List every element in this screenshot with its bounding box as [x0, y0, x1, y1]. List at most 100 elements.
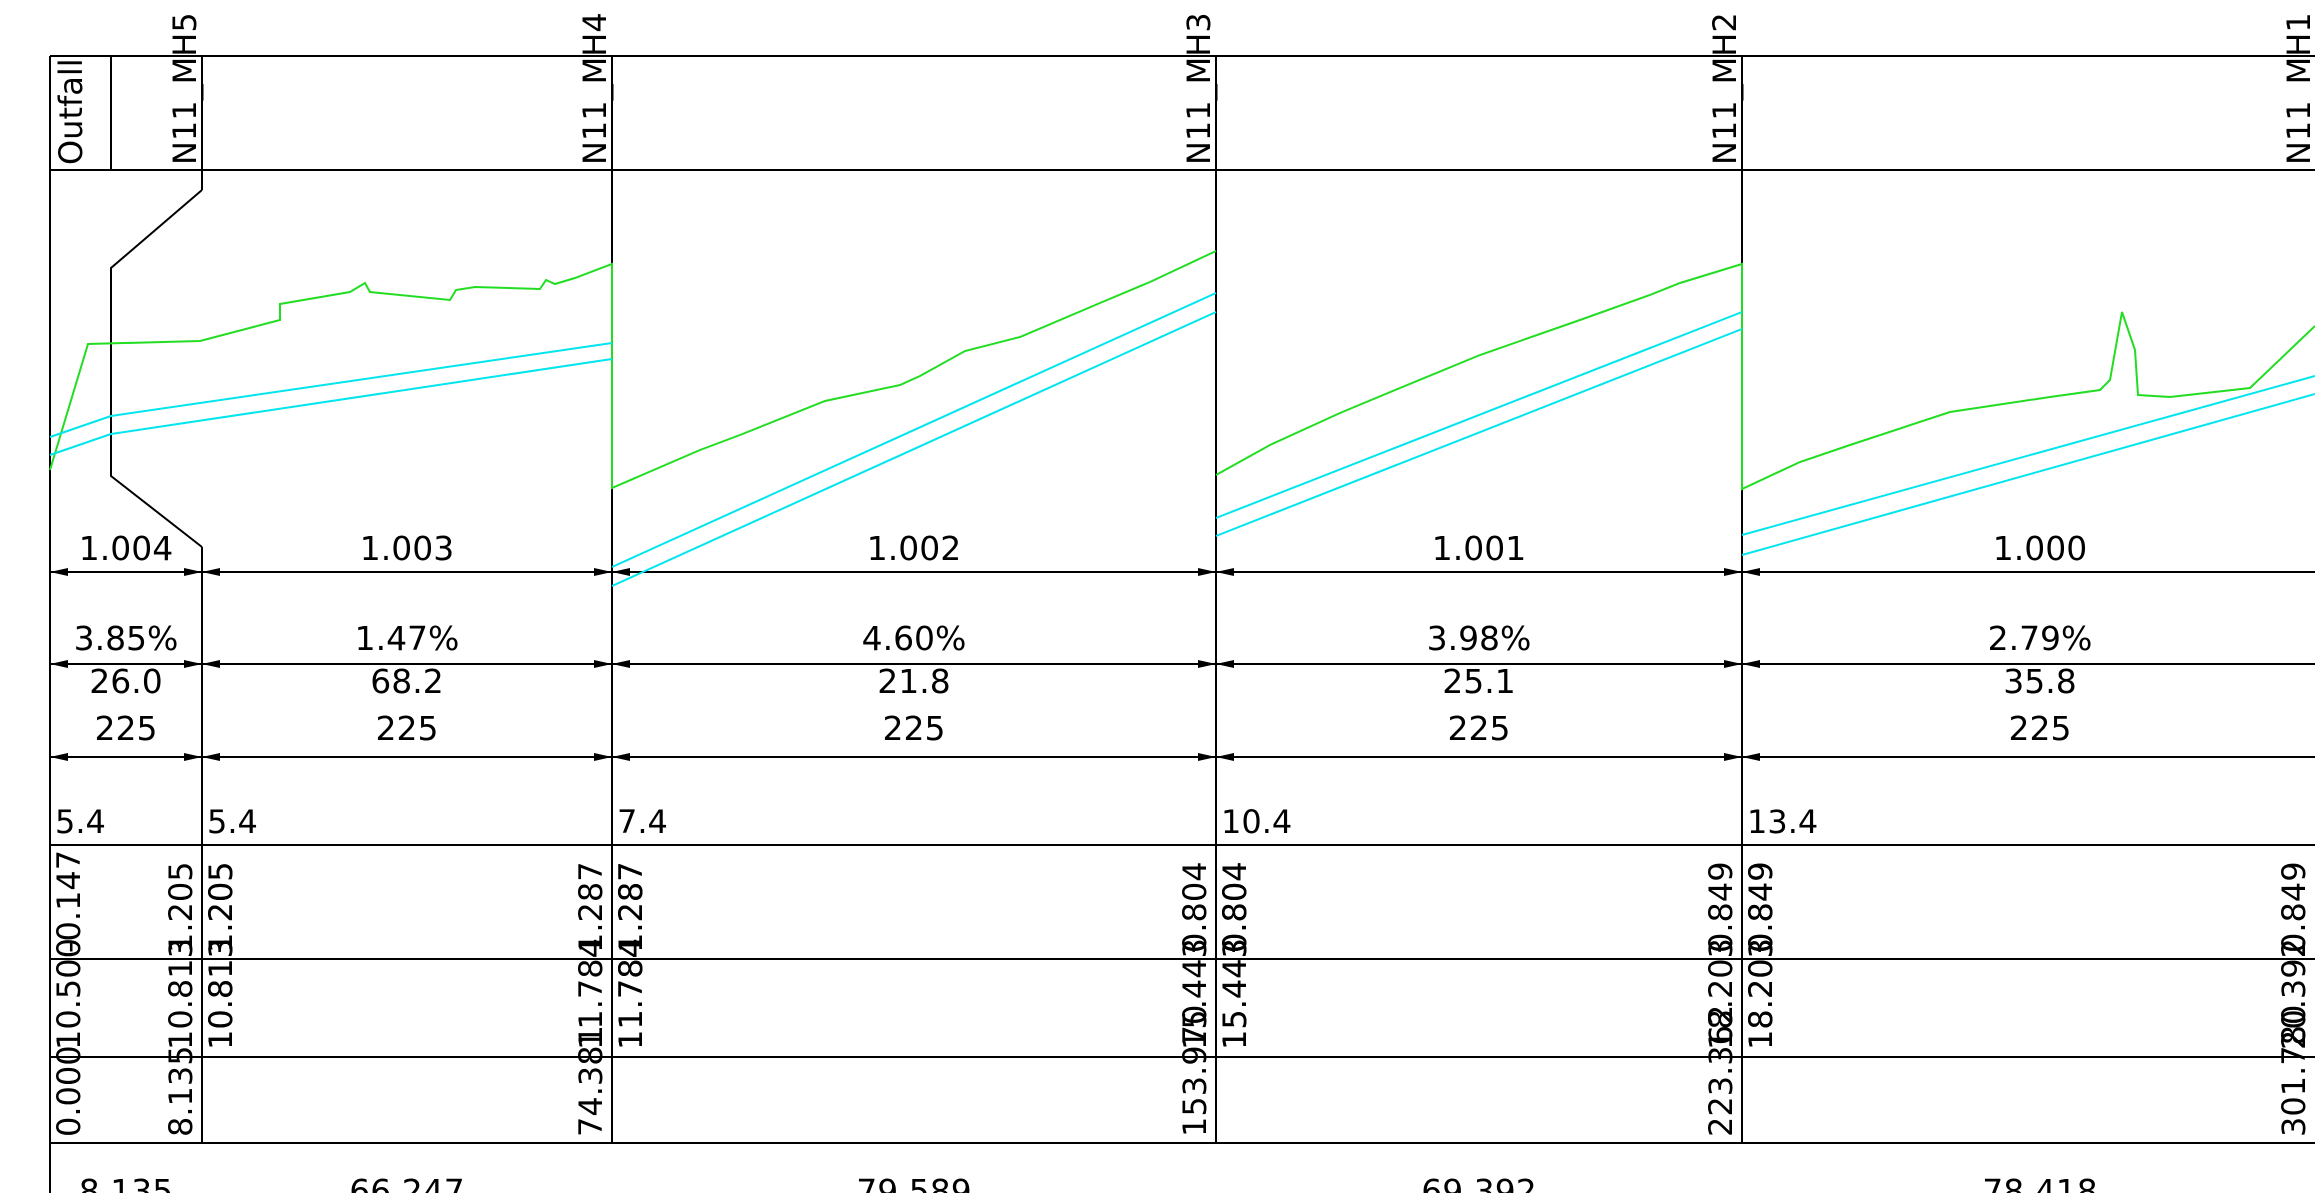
- bottom-partial-value: 66.247: [349, 1172, 464, 1193]
- depth-upstream: 1.287: [572, 861, 610, 953]
- dimension-arrow: [1742, 660, 1760, 668]
- bottom-partial-value: 79.589: [856, 1172, 971, 1193]
- dimension-arrow: [1724, 660, 1742, 668]
- depth-upstream: 0.849: [2275, 861, 2313, 953]
- pipe-length: 21.8: [877, 662, 950, 701]
- level-start: 11.784: [612, 938, 650, 1050]
- pipe-soffit-line: [1741, 375, 2315, 536]
- dimension-arrow: [1198, 660, 1216, 668]
- pipe-length: 68.2: [370, 662, 443, 701]
- manhole-label: N11_MH3: [1180, 12, 1218, 165]
- dimension-arrow: [202, 568, 220, 576]
- pipe-soffit-line: [49, 342, 613, 438]
- manhole-outline: [110, 189, 203, 548]
- pipe-gradient: 3.85%: [74, 619, 179, 658]
- bottom-partial-value: 69.392: [1421, 1172, 1536, 1193]
- pipe-length: 25.1: [1442, 662, 1515, 701]
- bottom-partial-value: 8.135: [79, 1172, 173, 1193]
- level-downstream: 10.500: [50, 938, 88, 1050]
- depth-downstream: 1.287: [612, 861, 650, 953]
- dimension-arrow: [612, 660, 630, 668]
- dimension-arrow: [612, 753, 630, 761]
- depth-upstream: 0.849: [1702, 861, 1740, 953]
- dimension-arrow: [1198, 568, 1216, 576]
- pipe-invert-line: [1741, 393, 2315, 556]
- pipe-invert-line: [1215, 328, 1743, 537]
- level-downstream: 11.784: [612, 938, 650, 1050]
- level-upstream: 20.392: [2275, 938, 2313, 1050]
- pipe-flow: 13.4: [1747, 803, 1818, 841]
- pipe-gradient: 1.47%: [355, 619, 460, 658]
- profile-lines: [49, 250, 2315, 587]
- pipe-diameter: 225: [883, 709, 946, 748]
- chainage-downstream: 0.000: [50, 1045, 88, 1137]
- dimension-arrow: [594, 568, 612, 576]
- level-upstream: 18.203: [1702, 938, 1740, 1050]
- pipe-flow: 5.4: [55, 803, 106, 841]
- depth-downstream: 0.804: [1216, 861, 1254, 953]
- dimension-arrow: [184, 568, 202, 576]
- level-start: 10.813: [202, 938, 240, 1050]
- dimension-arrow: [50, 568, 68, 576]
- manhole-label: N11_MH1: [2280, 12, 2315, 165]
- table-labels: Outfall N11_MH5 N11_MH4 N11_MH3 N11_MH2 N11_M…: [50, 12, 2315, 1193]
- pipe-gradient: 2.79%: [1988, 619, 2093, 658]
- manhole-label-outfall: Outfall: [52, 58, 90, 165]
- level-downstream: 18.203: [1742, 938, 1780, 1050]
- depth-start: 1.287: [612, 861, 650, 953]
- dimension-arrow: [184, 660, 202, 668]
- level-downstream: 15.443: [1216, 938, 1254, 1050]
- pipe-soffit-line: [611, 292, 1217, 568]
- dimension-arrow: [50, 753, 68, 761]
- dimension-arrow: [1742, 753, 1760, 761]
- pipe-ref: 1.000: [1993, 529, 2087, 568]
- ground-level-line: [49, 250, 1217, 490]
- pipe-flow: 10.4: [1221, 803, 1292, 841]
- dimension-arrow: [1216, 568, 1234, 576]
- dimension-arrow: [612, 568, 630, 576]
- dimension-arrow: [1742, 568, 1760, 576]
- chainage-upstream: 153.970: [1176, 1005, 1214, 1137]
- manhole-label: N11_MH5: [166, 12, 204, 165]
- depth-start: 0.849: [1742, 861, 1780, 953]
- ground-level-line: [1215, 262, 2315, 491]
- pipe-ref: 1.004: [79, 529, 173, 568]
- pipe-ref: 1.001: [1432, 529, 1526, 568]
- pipe-length: 35.8: [2003, 662, 2076, 701]
- depth-upstream: 1.205: [162, 861, 200, 953]
- depth-downstream: 0.849: [1742, 861, 1780, 953]
- pipe-ref: 1.002: [867, 529, 961, 568]
- dimension-arrow: [202, 660, 220, 668]
- depth-start: 0.804: [1216, 861, 1254, 953]
- pipe-diameter: 225: [1448, 709, 1511, 748]
- pipe-invert-line: [611, 311, 1217, 587]
- level-downstream: 10.813: [202, 938, 240, 1050]
- level-upstream: 10.813: [162, 938, 200, 1050]
- pipe-diameter: 225: [2009, 709, 2072, 748]
- depth-upstream: 0.804: [1176, 861, 1214, 953]
- depth-downstream: 1.205: [202, 861, 240, 953]
- dimension-arrow: [1724, 753, 1742, 761]
- dimension-arrow: [1198, 753, 1216, 761]
- pipe-ref: 1.003: [360, 529, 454, 568]
- pipe-soffit-line: [1215, 311, 1743, 519]
- depth-downstream: -0.147: [50, 850, 88, 953]
- pipe-diameter: 225: [95, 709, 158, 748]
- depth-start: 1.205: [202, 861, 240, 953]
- level-upstream: 11.784: [572, 938, 610, 1050]
- pipe-flow: 5.4: [207, 803, 258, 841]
- dimension-arrow: [1216, 753, 1234, 761]
- pipe-length: 26.0: [89, 662, 162, 701]
- level-start: 18.203: [1742, 938, 1780, 1050]
- manhole-label: N11_MH2: [1706, 12, 1744, 165]
- dimension-arrow: [184, 753, 202, 761]
- pipe-invert-line: [49, 358, 613, 456]
- dimension-arrow: [50, 660, 68, 668]
- chainage-upstream: 301.780: [2275, 1005, 2313, 1137]
- chainage-upstream: 223.362: [1702, 1005, 1740, 1137]
- chainage-upstream: 74.381: [572, 1025, 610, 1137]
- pipe-gradient: 4.60%: [862, 619, 967, 658]
- dimension-arrow: [594, 753, 612, 761]
- level-upstream: 15.443: [1176, 938, 1214, 1050]
